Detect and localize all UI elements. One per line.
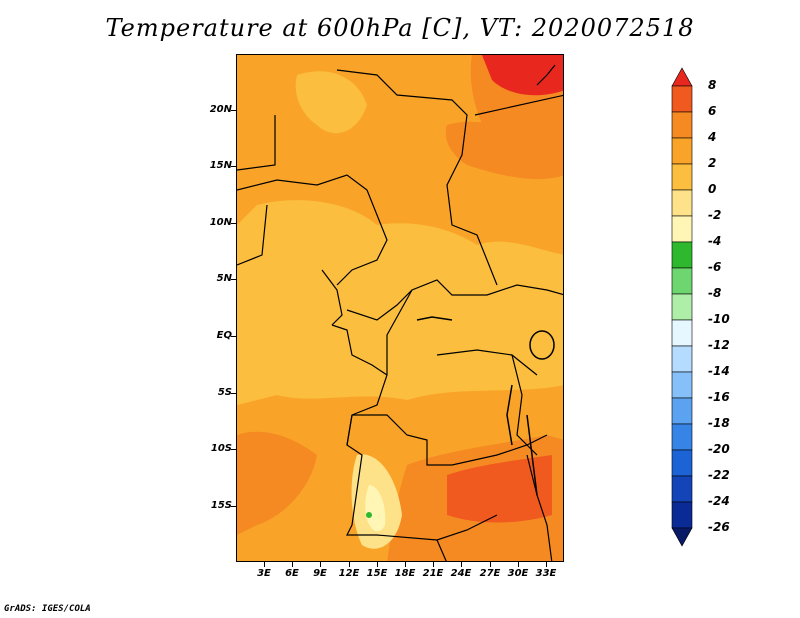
colorbar-swatch bbox=[671, 345, 693, 373]
lat-label: EQ bbox=[216, 330, 232, 341]
colorbar-label: -26 bbox=[708, 520, 730, 534]
colorbar-swatch bbox=[671, 501, 693, 529]
lon-tick bbox=[349, 562, 350, 567]
colorbar-label: -22 bbox=[708, 468, 730, 482]
lon-label: 27E bbox=[479, 568, 501, 579]
lon-label: 9E bbox=[313, 568, 327, 579]
colorbar-label: -12 bbox=[708, 338, 730, 352]
colorbar-swatch bbox=[671, 319, 693, 347]
lat-label: 15S bbox=[210, 500, 232, 511]
lat-tick bbox=[231, 336, 236, 337]
lon-label: 3E bbox=[257, 568, 271, 579]
lon-tick bbox=[433, 562, 434, 567]
lon-tick bbox=[518, 562, 519, 567]
lon-label: 33E bbox=[535, 568, 557, 579]
temperature-field bbox=[237, 55, 563, 561]
colorbar-label: -6 bbox=[708, 260, 722, 274]
lat-tick bbox=[231, 279, 236, 280]
colorbar-swatch bbox=[671, 293, 693, 321]
lon-label: 15E bbox=[366, 568, 388, 579]
colorbar-label: 8 bbox=[708, 78, 717, 92]
lon-tick bbox=[264, 562, 265, 567]
lon-tick bbox=[490, 562, 491, 567]
lon-tick bbox=[405, 562, 406, 567]
lat-label: 5S bbox=[217, 387, 232, 398]
colorbar-swatch bbox=[671, 163, 693, 191]
colorbar bbox=[671, 67, 693, 547]
colorbar-swatch bbox=[671, 371, 693, 399]
lon-tick bbox=[461, 562, 462, 567]
lat-label: 10N bbox=[209, 217, 232, 228]
lon-tick bbox=[320, 562, 321, 567]
lat-tick bbox=[231, 449, 236, 450]
lat-label: 5N bbox=[216, 273, 232, 284]
lat-label: 20N bbox=[209, 104, 232, 115]
colorbar-swatch bbox=[671, 267, 693, 295]
lat-tick bbox=[231, 166, 236, 167]
colorbar-swatch bbox=[671, 189, 693, 217]
colorbar-swatch bbox=[671, 241, 693, 269]
colorbar-swatch bbox=[671, 85, 693, 113]
colorbar-label: -2 bbox=[708, 208, 722, 222]
colorbar-swatch bbox=[671, 423, 693, 451]
lat-tick bbox=[231, 393, 236, 394]
colorbar-label: -10 bbox=[708, 312, 730, 326]
lon-label: 6E bbox=[285, 568, 299, 579]
lat-tick bbox=[231, 110, 236, 111]
colorbar-label: -20 bbox=[708, 442, 730, 456]
colorbar-label: -24 bbox=[708, 494, 730, 508]
map-title: Temperature at 600hPa [C], VT: 202007251… bbox=[105, 14, 695, 42]
lon-label: 30E bbox=[507, 568, 529, 579]
colorbar-label: 2 bbox=[708, 156, 717, 170]
colorbar-label: -18 bbox=[708, 416, 730, 430]
lon-tick bbox=[377, 562, 378, 567]
colorbar-swatch bbox=[671, 215, 693, 243]
lon-label: 18E bbox=[394, 568, 416, 579]
colorbar-label: 6 bbox=[708, 104, 717, 118]
colorbar-swatch bbox=[671, 527, 693, 547]
colorbar-label: 4 bbox=[708, 130, 717, 144]
lon-label: 24E bbox=[450, 568, 472, 579]
colorbar-swatch bbox=[671, 67, 693, 87]
lon-tick bbox=[546, 562, 547, 567]
colorbar-swatch bbox=[671, 397, 693, 425]
colorbar-swatch bbox=[671, 137, 693, 165]
temperature-map bbox=[236, 54, 564, 562]
colorbar-label: -4 bbox=[708, 234, 722, 248]
lat-label: 10S bbox=[210, 443, 232, 454]
lat-tick bbox=[231, 506, 236, 507]
colorbar-swatch bbox=[671, 449, 693, 477]
colorbar-label: 0 bbox=[708, 182, 717, 196]
colorbar-label: -14 bbox=[708, 364, 730, 378]
credit-text: GrADS: IGES/COLA bbox=[4, 604, 91, 614]
lat-tick bbox=[231, 223, 236, 224]
colorbar-label: -8 bbox=[708, 286, 722, 300]
colorbar-swatch bbox=[671, 475, 693, 503]
lon-label: 12E bbox=[338, 568, 360, 579]
colorbar-label: -16 bbox=[708, 390, 730, 404]
lat-label: 15N bbox=[209, 160, 232, 171]
colorbar-swatch bbox=[671, 111, 693, 139]
lon-tick bbox=[292, 562, 293, 567]
lon-label: 21E bbox=[422, 568, 444, 579]
